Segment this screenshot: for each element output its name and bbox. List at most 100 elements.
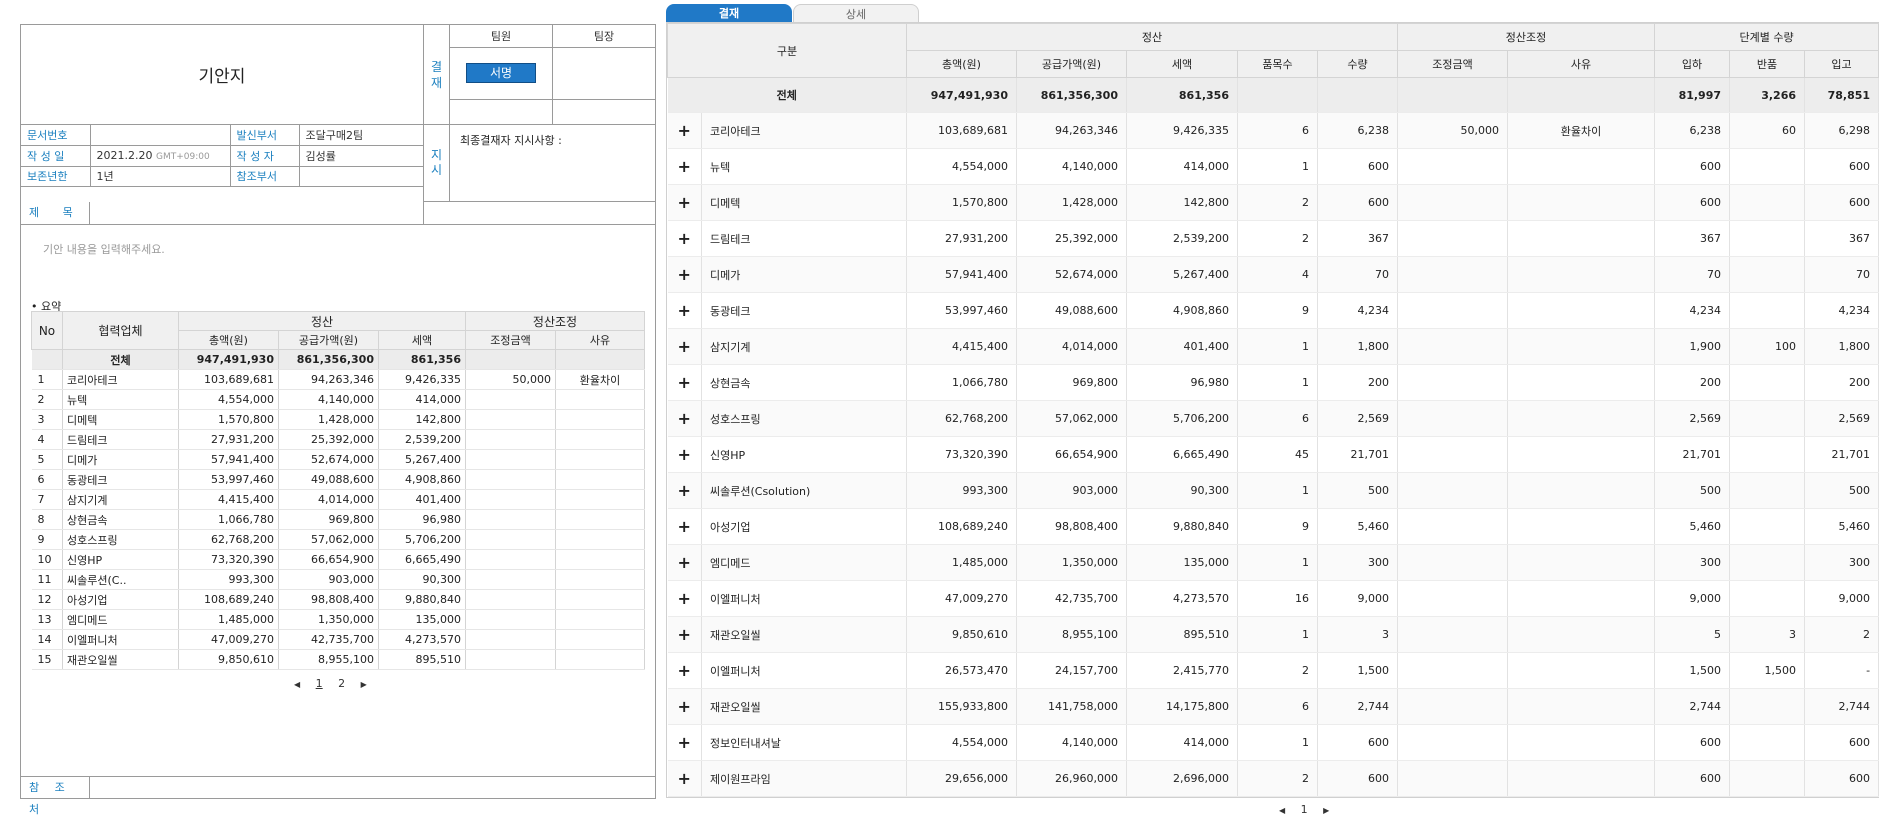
summary-row-total: 47,009,270 [178, 629, 279, 650]
grid-row-supply: 24,157,700 [1016, 652, 1127, 689]
grid-row-return [1729, 148, 1806, 185]
summary-row-supply: 94,263,346 [278, 369, 379, 390]
grid-row: + 재관오일씰 9,850,610 8,955,100 895,510 1 3 5 3 2 [667, 616, 1880, 653]
grid-pager-next-icon[interactable]: ▶ [1323, 806, 1330, 815]
grid-row-tax: 142,800 [1126, 184, 1238, 221]
grid-row-vendor: 상현금속 [701, 364, 907, 401]
expand-plus-icon[interactable]: + [667, 256, 702, 293]
grid-row-qty: 21,701 [1317, 436, 1398, 473]
grid-pager-page-1[interactable]: 1 [1300, 803, 1308, 816]
grid-row-return [1729, 508, 1806, 545]
pager-prev-icon[interactable]: ◀ [294, 680, 301, 689]
grid-row-in: 4,234 [1654, 292, 1731, 329]
send-dept-label: 발신부서 [230, 125, 300, 146]
summary-row-adj [465, 589, 556, 610]
grid-total-adj [1397, 77, 1508, 113]
grid-row-stock: 4,234 [1804, 292, 1880, 329]
grid-row-in: 600 [1654, 760, 1731, 797]
expand-plus-icon[interactable]: + [667, 508, 702, 545]
doc-number-value [90, 125, 231, 146]
body-placeholder[interactable]: 기안 내용을 입력해주세요. [43, 243, 165, 256]
grid-row-tax: 135,000 [1126, 544, 1238, 581]
tab-approval[interactable]: 결재 [666, 4, 792, 23]
grid-row-adj [1397, 688, 1508, 725]
summary-row-vendor: 씨솔루션(C.. [62, 569, 179, 590]
summary-row-vendor: 성호스프링 [62, 529, 179, 550]
summary-row-vendor: 신영HP [62, 549, 179, 570]
grid-row-return [1729, 256, 1806, 293]
grid-row-stock: 2 [1804, 616, 1880, 653]
grid-row-reason [1507, 616, 1656, 653]
summary-row-no: 12 [31, 589, 63, 610]
grid-row-adj [1397, 328, 1508, 365]
expand-plus-icon[interactable]: + [667, 400, 702, 437]
pager-page-1[interactable]: 1 [315, 677, 323, 690]
grid-row-supply: 66,654,900 [1016, 436, 1127, 473]
summary-row-adj [465, 429, 556, 450]
grid-row-reason [1507, 184, 1656, 221]
grid-row-total: 4,554,000 [906, 148, 1017, 185]
pager-page-2[interactable]: 2 [338, 677, 346, 690]
grid-header-tax: 세액 [1126, 50, 1238, 78]
subject-input[interactable] [91, 202, 655, 224]
grid-row-tax: 9,880,840 [1126, 508, 1238, 545]
grid-row-in: 2,744 [1654, 688, 1731, 725]
expand-plus-icon[interactable]: + [667, 112, 702, 149]
summary-row: 5 디메가 57,941,400 52,674,000 5,267,400 [31, 449, 645, 470]
grid-row-items: 1 [1237, 544, 1318, 581]
expand-plus-icon[interactable]: + [667, 220, 702, 257]
ref-dept-value[interactable] [299, 166, 424, 187]
expand-plus-icon[interactable]: + [667, 436, 702, 473]
grid-row-in: 600 [1654, 148, 1731, 185]
expand-plus-icon[interactable]: + [667, 472, 702, 509]
tab-detail[interactable]: 상세 [793, 4, 919, 23]
grid-row-tax: 414,000 [1126, 148, 1238, 185]
summary-row-supply: 57,062,000 [278, 529, 379, 550]
expand-plus-icon[interactable]: + [667, 328, 702, 365]
grid-row-total: 4,415,400 [906, 328, 1017, 365]
pager-next-icon[interactable]: ▶ [360, 680, 367, 689]
reference-input[interactable] [91, 777, 655, 799]
grid-row-vendor: 디메텍 [701, 184, 907, 221]
expand-plus-icon[interactable]: + [667, 724, 702, 761]
expand-plus-icon[interactable]: + [667, 652, 702, 689]
summary-row-no: 2 [31, 389, 63, 410]
approval-box: 팀원 팀장 서명 [450, 25, 655, 125]
expand-plus-icon[interactable]: + [667, 580, 702, 617]
grid-row-items: 4 [1237, 256, 1318, 293]
grid-row-supply: 4,014,000 [1016, 328, 1127, 365]
grid-row-items: 1 [1237, 328, 1318, 365]
expand-plus-icon[interactable]: + [667, 364, 702, 401]
summary-row-adj [465, 449, 556, 470]
summary-header-tax: 세액 [378, 330, 466, 350]
grid-row-adj [1397, 436, 1508, 473]
grid-total-in: 81,997 [1654, 77, 1731, 113]
summary-row-no: 9 [31, 529, 63, 550]
grid-row-reason [1507, 436, 1656, 473]
approval-label-2: 재 [430, 75, 443, 90]
grid-total-stock: 78,851 [1804, 77, 1880, 113]
grid-row-qty: 600 [1317, 184, 1398, 221]
grid-row-items: 9 [1237, 292, 1318, 329]
grid-row-return [1729, 688, 1806, 725]
grid-row-tax: 4,908,860 [1126, 292, 1238, 329]
summary-row-no: 14 [31, 629, 63, 650]
summary-total-tax: 861,356 [378, 349, 466, 370]
summary-table-wrap: No 협력업체 정산 정산조정 총액(원) 공급가액(원) 세액 조정금액 사유 [31, 311, 645, 670]
sign-button[interactable]: 서명 [466, 63, 536, 83]
grid-row-stock: 1,800 [1804, 328, 1880, 365]
grid-pager-prev-icon[interactable]: ◀ [1279, 806, 1286, 815]
approver-leader-cell [552, 47, 655, 100]
expand-plus-icon[interactable]: + [667, 616, 702, 653]
grid-row-total: 1,570,800 [906, 184, 1017, 221]
grid-row-reason [1507, 688, 1656, 725]
expand-plus-icon[interactable]: + [667, 292, 702, 329]
expand-plus-icon[interactable]: + [667, 184, 702, 221]
expand-plus-icon[interactable]: + [667, 544, 702, 581]
expand-plus-icon[interactable]: + [667, 760, 702, 797]
reference-label: 참 조 처 [21, 777, 90, 816]
expand-plus-icon[interactable]: + [667, 148, 702, 185]
grid-row-supply: 57,062,000 [1016, 400, 1127, 437]
summary-row-supply: 25,392,000 [278, 429, 379, 450]
expand-plus-icon[interactable]: + [667, 688, 702, 725]
